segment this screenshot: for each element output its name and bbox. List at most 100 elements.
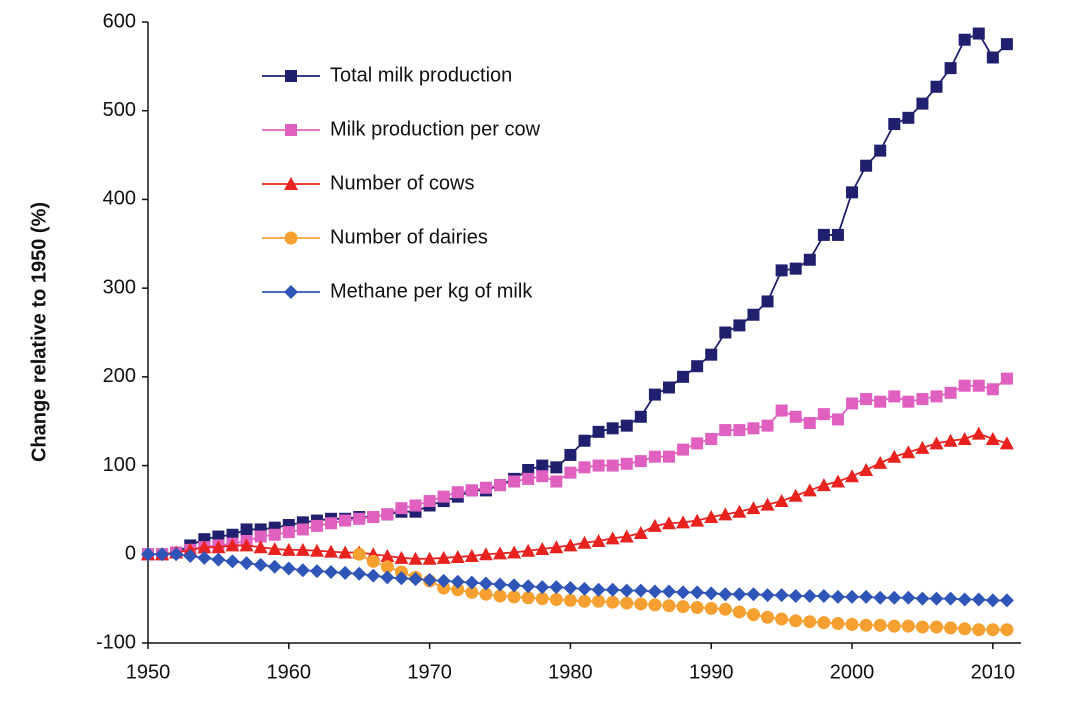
marker (239, 556, 254, 571)
marker (549, 593, 563, 607)
marker (338, 565, 353, 580)
marker (620, 419, 633, 432)
y-tick-label: 200 (103, 365, 136, 387)
marker (436, 573, 451, 588)
marker (605, 582, 620, 597)
marker (887, 590, 902, 605)
marker (380, 549, 395, 563)
marker (423, 495, 436, 508)
marker (719, 326, 732, 339)
marker (409, 499, 422, 512)
marker (846, 397, 859, 410)
marker (521, 591, 535, 605)
marker (859, 589, 874, 604)
marker (591, 582, 606, 597)
marker (437, 490, 450, 503)
marker (760, 497, 775, 511)
y-tick-label: -100 (96, 631, 136, 653)
marker (874, 395, 887, 408)
marker (916, 97, 929, 110)
marker (366, 554, 380, 568)
marker (789, 262, 802, 275)
marker (578, 461, 591, 474)
marker (999, 593, 1014, 608)
marker (930, 620, 944, 634)
marker (479, 587, 493, 601)
marker (887, 449, 902, 463)
marker (309, 564, 324, 579)
marker (901, 619, 915, 633)
marker (606, 595, 620, 609)
marker (915, 440, 930, 454)
marker (985, 593, 1000, 608)
marker (972, 27, 985, 40)
marker (986, 623, 1000, 637)
marker (493, 546, 508, 560)
marker (873, 618, 887, 632)
marker (676, 515, 691, 529)
marker (704, 586, 719, 601)
marker (394, 571, 409, 586)
marker (901, 445, 916, 459)
marker (253, 540, 268, 554)
marker (535, 592, 549, 606)
marker (268, 528, 281, 541)
marker (254, 523, 267, 536)
marker (718, 602, 732, 616)
marker (535, 580, 550, 595)
marker (633, 525, 648, 539)
marker (802, 483, 817, 497)
marker (719, 424, 732, 437)
marker (1000, 623, 1014, 637)
marker (465, 585, 479, 599)
marker (381, 508, 394, 521)
marker (971, 426, 986, 440)
marker (310, 519, 323, 532)
series (142, 372, 1013, 561)
marker (536, 470, 549, 483)
marker (677, 370, 690, 383)
marker (155, 547, 170, 562)
marker (789, 410, 802, 423)
marker (690, 585, 705, 600)
marker (831, 228, 844, 241)
marker (1000, 372, 1013, 385)
marker (606, 459, 619, 472)
marker (465, 484, 478, 497)
marker (648, 388, 661, 401)
marker (929, 436, 944, 450)
marker (324, 565, 339, 580)
marker (803, 416, 816, 429)
marker (564, 448, 577, 461)
marker (985, 431, 1000, 445)
marker (831, 413, 844, 426)
marker (380, 560, 394, 574)
marker (620, 457, 633, 470)
marker (704, 510, 719, 524)
marker (775, 612, 789, 626)
marker (705, 348, 718, 361)
marker (888, 118, 901, 131)
marker (860, 159, 873, 172)
marker (493, 589, 507, 603)
marker (211, 552, 226, 567)
marker (240, 523, 253, 536)
marker (494, 479, 507, 492)
marker (929, 591, 944, 606)
y-axis-label: Change relative to 1950 (%) (28, 202, 50, 462)
marker (564, 466, 577, 479)
marker (464, 549, 479, 563)
marker (733, 424, 746, 437)
marker (352, 547, 366, 561)
marker (521, 579, 536, 594)
marker (691, 360, 704, 373)
marker (958, 622, 972, 636)
legend-marker (284, 285, 298, 299)
x-tick-label: 2000 (830, 661, 875, 683)
marker (831, 616, 845, 630)
marker (874, 144, 887, 157)
marker (592, 459, 605, 472)
marker (902, 395, 915, 408)
marker (281, 561, 296, 576)
